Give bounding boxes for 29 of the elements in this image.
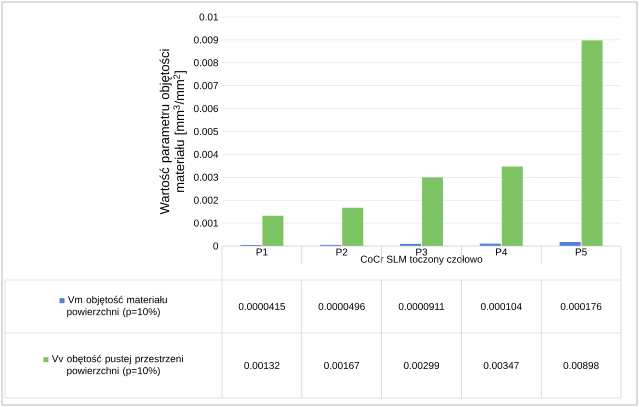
y-tick-label: 0.009 (194, 36, 218, 44)
data-label: 0.00167 (324, 362, 360, 370)
y-tick-label: 0.003 (194, 174, 218, 181)
y-tick-label: 0.006 (194, 105, 218, 112)
x-tick-label: P1 (256, 248, 268, 256)
x-tick-label: P2 (336, 248, 348, 256)
data-label: 0.00347 (484, 362, 519, 370)
data-label: 0.00299 (404, 362, 440, 370)
x-axis-title: CoCr SLM toczony czołowo (360, 255, 482, 265)
data-label: 0.000176 (560, 302, 602, 310)
y-tick-label: 0.005 (194, 128, 218, 136)
y-tick-label: 0.001 (194, 220, 218, 227)
x-tick-label: P5 (576, 248, 587, 256)
data-label: 0.000104 (480, 302, 522, 310)
x-tick-label: P3 (416, 248, 428, 256)
x-tick-label: P4 (496, 248, 508, 256)
y-tick-label: 0.002 (194, 196, 218, 204)
legend-label: Vm objętość materiału powierzchni (p=10%) (67, 296, 167, 318)
y-tick-label: 0.007 (194, 82, 218, 90)
y-tick-label: 0.01 (199, 13, 218, 21)
legend-label: Vv obętość pustej przestrzeni powierzchni (p=10%) (52, 354, 183, 376)
y-tick-label: 0.008 (194, 59, 218, 66)
y-tick-label: 0.004 (194, 150, 218, 158)
data-label: 0.00132 (244, 362, 280, 370)
data-label: 0.0000415 (238, 302, 286, 310)
data-label: 0.0000911 (398, 302, 444, 310)
y-tick-label: 0 (213, 242, 218, 250)
data-label: 0.00898 (563, 362, 599, 370)
data-label: 0.0000496 (318, 302, 365, 310)
